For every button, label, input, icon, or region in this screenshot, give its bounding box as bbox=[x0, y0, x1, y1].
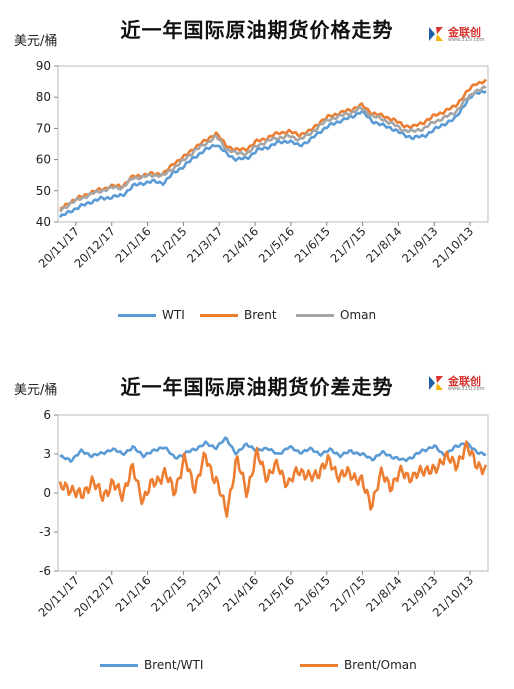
legend-label: Brent/Oman bbox=[344, 658, 417, 672]
x-tick-label: 21/6/15 bbox=[292, 573, 333, 614]
x-tick-label: 21/8/14 bbox=[363, 224, 404, 265]
chart-title: 近一年国际原油期货价格走势 bbox=[120, 18, 394, 42]
logo-name: 金联创 bbox=[448, 375, 481, 388]
legend-swatch bbox=[118, 313, 156, 317]
y-axis-unit: 美元/桶 bbox=[14, 383, 58, 398]
legend-swatch bbox=[200, 313, 238, 317]
legend-swatch bbox=[100, 663, 138, 667]
x-tick-label: 21/5/16 bbox=[256, 224, 297, 265]
y-tick-label: 80 bbox=[36, 90, 51, 104]
price-line-chart: 40506070809020/11/1720/12/1721/1/1621/2/… bbox=[36, 59, 489, 271]
y-tick-label: 60 bbox=[36, 153, 51, 167]
logo-url: www.315i.com bbox=[448, 37, 485, 43]
chart-legend: WTI Brent Oman bbox=[0, 308, 514, 328]
brand-logo: 金联创 www.315i.com bbox=[426, 371, 494, 397]
legend-label: Brent bbox=[244, 308, 277, 322]
y-tick-label: 90 bbox=[36, 59, 51, 73]
spread-line-chart: -6-303620/11/1720/12/1721/1/1621/2/1521/… bbox=[36, 408, 489, 620]
legend-item: Brent bbox=[200, 308, 277, 322]
series-line-oman bbox=[59, 85, 487, 213]
plot-area bbox=[57, 65, 489, 223]
x-tick-label: 21/1/16 bbox=[112, 573, 153, 614]
x-tick-label: 21/7/15 bbox=[327, 224, 368, 265]
legend-item: Oman bbox=[296, 308, 376, 322]
legend-item: WTI bbox=[118, 308, 185, 322]
y-tick-label: 0 bbox=[43, 486, 51, 500]
x-tick-label: 21/8/14 bbox=[363, 573, 404, 614]
logo-url: www.315i.com bbox=[448, 386, 485, 392]
legend-swatch bbox=[300, 663, 338, 667]
brand-logo: 金联创 www.315i.com bbox=[426, 22, 494, 48]
y-axis-unit: 美元/桶 bbox=[14, 34, 58, 49]
y-tick-label: -3 bbox=[39, 525, 51, 539]
legend-label: WTI bbox=[162, 308, 185, 322]
legend-label: Brent/WTI bbox=[144, 658, 204, 672]
legend-item: Brent/WTI bbox=[100, 658, 203, 672]
legend-swatch bbox=[296, 313, 334, 317]
y-tick-label: 50 bbox=[36, 184, 51, 198]
x-tick-label: 21/3/17 bbox=[184, 224, 225, 265]
x-tick-label: 21/4/16 bbox=[220, 224, 261, 265]
x-tick-label: 21/4/16 bbox=[220, 573, 261, 614]
logo-mark-icon bbox=[429, 376, 443, 390]
y-tick-label: -6 bbox=[39, 564, 51, 578]
x-tick-label: 21/7/15 bbox=[327, 573, 368, 614]
y-tick-label: 40 bbox=[36, 215, 51, 229]
y-tick-label: 70 bbox=[36, 121, 51, 135]
x-tick-label: 21/2/15 bbox=[148, 224, 189, 265]
x-tick-label: 21/2/15 bbox=[148, 573, 189, 614]
x-tick-label: 21/5/16 bbox=[256, 573, 297, 614]
legend-item: Brent/Oman bbox=[300, 658, 417, 672]
legend-label: Oman bbox=[340, 308, 377, 322]
x-tick-label: 21/6/15 bbox=[292, 224, 333, 265]
x-tick-label: 21/1/16 bbox=[112, 224, 153, 265]
chart-title: 近一年国际原油期货价差走势 bbox=[120, 375, 394, 399]
y-tick-label: 3 bbox=[43, 447, 51, 461]
series-line-wti bbox=[58, 90, 487, 219]
logo-name: 金联创 bbox=[448, 26, 481, 39]
series-line-brent-oman bbox=[58, 440, 488, 518]
price-chart-panel: 近一年国际原油期货价格走势 美元/桶 金联创 www.315i.com 40 50… bbox=[0, 0, 514, 340]
y-tick-label: 6 bbox=[43, 408, 51, 422]
logo-mark-icon bbox=[429, 27, 443, 41]
chart-legend: Brent/WTI Brent/Oman bbox=[0, 658, 514, 678]
series-line-brent-wti bbox=[59, 436, 487, 463]
spread-chart-panel: 近一年国际原油期货价差走势 美元/桶 金联创 www.315i.com -6 -3… bbox=[0, 345, 514, 689]
series-line-brent bbox=[59, 78, 487, 210]
x-tick-label: 21/3/17 bbox=[184, 573, 225, 614]
